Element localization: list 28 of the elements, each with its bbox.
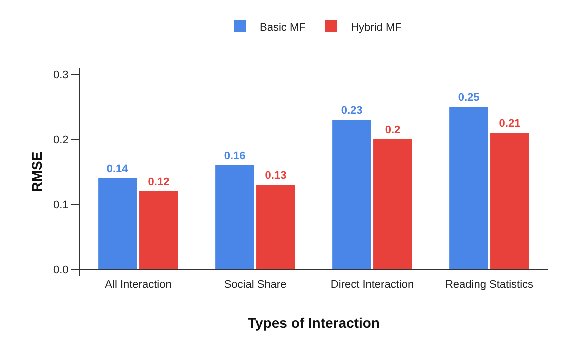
bar [332, 120, 372, 270]
data-label: 0.21 [499, 118, 521, 130]
bar [374, 140, 412, 270]
legend-label: Basic MF [260, 22, 306, 34]
data-label: 0.12 [148, 176, 170, 188]
x-tick-label: All Interaction [105, 279, 172, 291]
bar [490, 133, 530, 270]
y-tick-label: 0.3 [54, 69, 69, 82]
bar [256, 185, 296, 270]
y-tick-label: 0.2 [54, 134, 69, 146]
data-label: 0.16 [224, 150, 246, 162]
y-tick-label: 0.0 [54, 264, 69, 276]
x-tick-label: Reading Statistics [445, 279, 534, 291]
x-tick-label: Social Share [224, 279, 287, 291]
data-label: 0.14 [106, 164, 130, 176]
y-tick-label: 0.1 [54, 199, 69, 212]
x-tick-label: Direct Interaction [330, 279, 414, 291]
bar [450, 107, 488, 270]
bar [98, 178, 138, 270]
data-label: 0.13 [265, 170, 287, 182]
x-axis-title: Types of Interaction [248, 315, 380, 331]
y-axis-title: RMSE [29, 152, 45, 192]
data-label: 0.2 [385, 124, 401, 136]
legend-label: Hybrid MF [351, 22, 402, 34]
data-label: 0.23 [341, 105, 363, 117]
data-label: 0.25 [458, 92, 480, 104]
bar [140, 192, 178, 270]
bar [216, 166, 254, 270]
